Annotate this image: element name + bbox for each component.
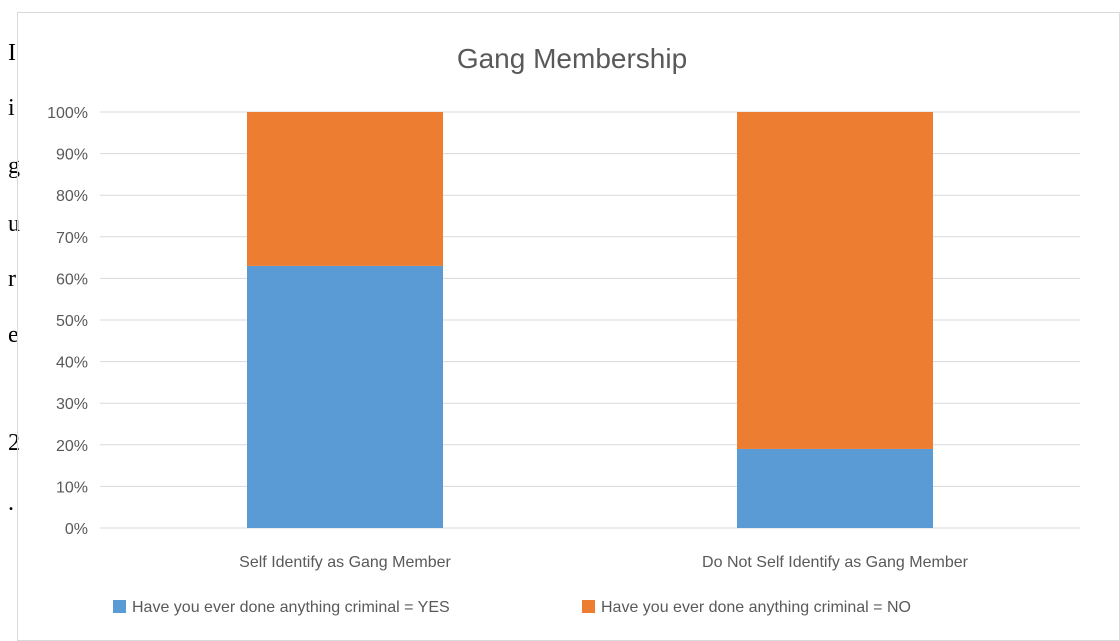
legend-swatch	[113, 600, 126, 613]
y-tick-label: 60%	[56, 271, 88, 288]
legend-swatch	[582, 600, 595, 613]
x-axis-tick-labels: Self Identify as Gang Member Do Not Self …	[239, 554, 968, 571]
bar-segment	[247, 112, 443, 266]
y-tick-label: 80%	[56, 188, 88, 205]
bar-segment	[737, 112, 933, 449]
y-tick-label: 20%	[56, 438, 88, 455]
doc-fragment: e	[8, 322, 19, 348]
bar-segment	[247, 265, 443, 528]
y-tick-label: 40%	[56, 355, 88, 372]
y-tick-label: 50%	[56, 313, 88, 330]
legend-label: Have you ever done anything criminal = N…	[601, 599, 911, 616]
doc-fragment: i	[8, 95, 15, 121]
doc-fragment: .	[8, 490, 14, 516]
bars	[247, 112, 933, 528]
x-tick-label: Do Not Self Identify as Gang Member	[702, 554, 969, 571]
y-tick-label: 30%	[56, 396, 88, 413]
y-tick-label: 70%	[56, 230, 88, 247]
y-tick-label: 0%	[65, 521, 88, 538]
y-tick-label: 10%	[56, 479, 88, 496]
doc-fragment: I	[8, 40, 16, 66]
legend: Have you ever done anything criminal = Y…	[113, 599, 911, 616]
y-tick-label: 100%	[47, 105, 88, 122]
legend-label: Have you ever done anything criminal = Y…	[132, 599, 450, 616]
doc-fragment: r	[8, 266, 16, 292]
chart-title: Gang Membership	[457, 43, 687, 74]
y-tick-label: 90%	[56, 147, 88, 164]
bar-segment	[737, 448, 933, 528]
y-axis-tick-labels: 0% 10% 20% 30% 40% 50% 60% 70% 80% 90% 100%	[47, 105, 88, 538]
x-tick-label: Self Identify as Gang Member	[239, 554, 451, 571]
